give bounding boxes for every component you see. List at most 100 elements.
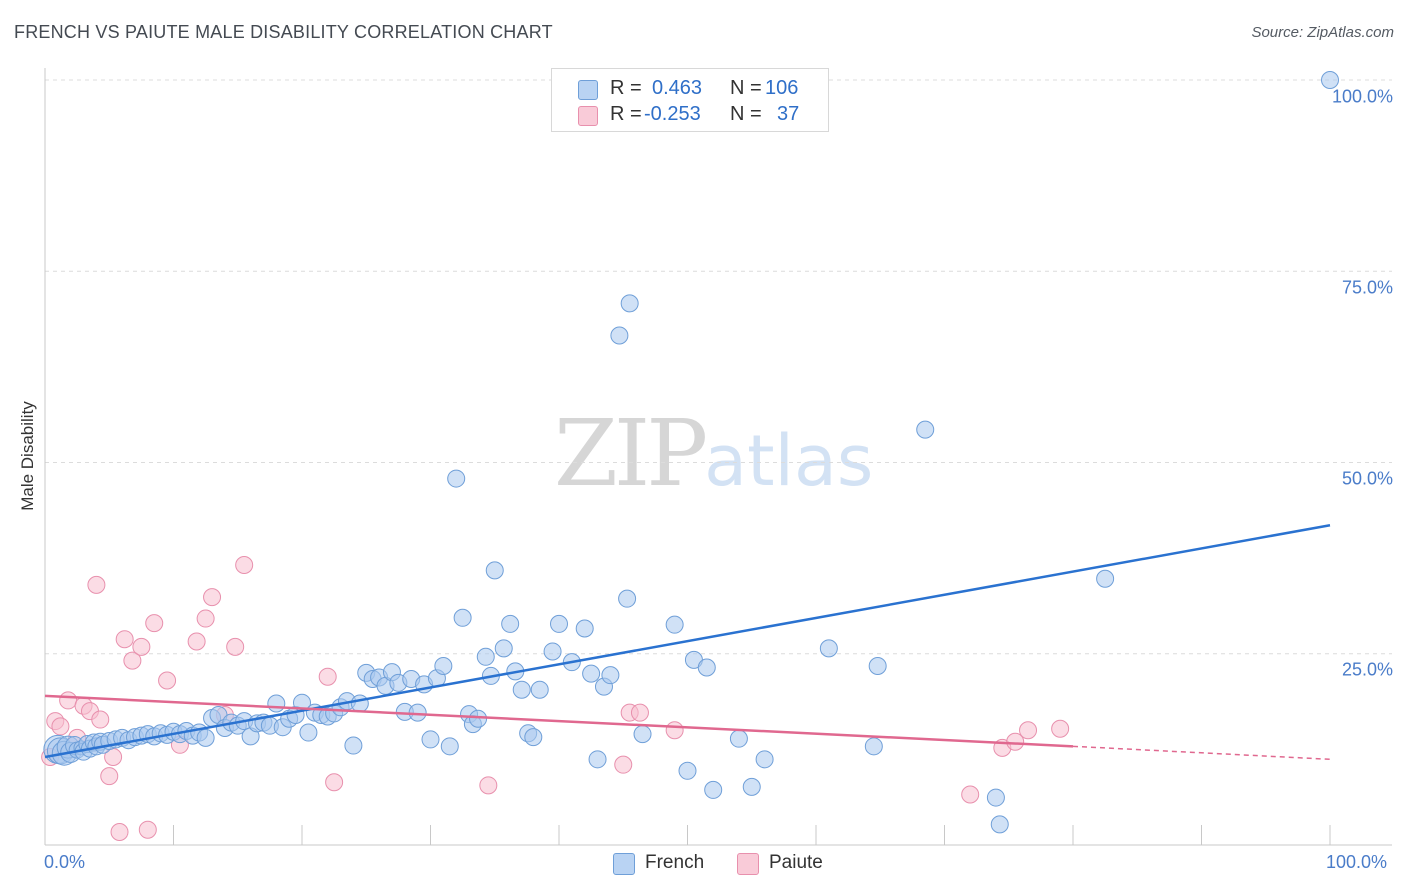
french-point — [469, 709, 488, 728]
legend-n-label: N = — [730, 103, 762, 125]
legend-n-value: 106 — [765, 77, 799, 99]
paiute-point — [1019, 721, 1038, 740]
paiute-point — [59, 691, 78, 710]
paiute-point — [110, 822, 129, 841]
french-point — [1096, 569, 1115, 588]
paiute-point — [196, 609, 215, 628]
legend-n-value: 37 — [777, 103, 800, 125]
source-label: Source: ZipAtlas.com — [1251, 24, 1394, 41]
paiute-point — [123, 651, 142, 670]
french-legend-label: French — [645, 852, 705, 873]
paiute-point — [1051, 719, 1070, 738]
paiute-point — [158, 671, 177, 690]
paiute-point — [187, 632, 206, 651]
french-point — [344, 736, 363, 755]
paiute-trend-extension — [1072, 745, 1331, 761]
french-point — [986, 788, 1005, 807]
paiute-point — [115, 630, 134, 649]
french-point — [665, 615, 684, 634]
y-tick-label: 75.0% — [1341, 277, 1393, 298]
stats-legend: R = 0.463 N = 106 R = -0.253 N = 37 — [551, 68, 829, 132]
paiute-point — [318, 667, 337, 686]
french-point — [601, 666, 620, 685]
y-tick-label: 50.0% — [1341, 468, 1393, 489]
french-point — [990, 815, 1009, 834]
y-tick-label: 100.0% — [1331, 86, 1393, 107]
watermark-zip: ZIP — [554, 400, 708, 507]
french-point — [485, 561, 504, 580]
paiute-point — [614, 755, 633, 774]
legend-r-label: R = — [610, 77, 642, 99]
french-point — [1321, 71, 1339, 89]
french-point — [421, 730, 440, 749]
french-point — [440, 737, 459, 756]
french-point — [704, 780, 723, 799]
french-point — [582, 664, 601, 683]
french-point — [868, 656, 887, 675]
french-point — [299, 723, 318, 742]
trend-layer — [44, 523, 1331, 761]
french-point — [575, 619, 594, 638]
legend-r-value: -0.253 — [644, 103, 701, 125]
paiute-point — [665, 721, 684, 740]
french-point — [819, 639, 838, 658]
french-point — [697, 658, 716, 677]
french-point — [742, 777, 761, 796]
french-point — [610, 326, 629, 345]
french-point — [350, 694, 369, 713]
paiute-point — [145, 614, 164, 633]
french-point — [267, 694, 286, 713]
paiute-legend-label: Paiute — [769, 852, 823, 873]
legend-r-label: R = — [610, 103, 642, 125]
french-trend-line — [44, 523, 1331, 759]
french-point — [864, 737, 883, 756]
paiute-legend-swatch — [737, 853, 759, 875]
french-point — [678, 761, 697, 780]
paiute-swatch — [578, 106, 598, 126]
french-point — [530, 680, 549, 699]
watermark-atlas: atlas — [704, 420, 874, 502]
axis-layer — [44, 68, 1392, 846]
chart-title: FRENCH VS PAIUTE MALE DISABILITY CORRELA… — [14, 22, 553, 42]
french-point — [524, 728, 543, 747]
paiute-point — [138, 820, 157, 839]
paiute-point — [1006, 732, 1025, 751]
french-point — [729, 729, 748, 748]
french-series — [43, 71, 1339, 834]
french-point — [755, 750, 774, 769]
french-point — [476, 647, 495, 666]
paiute-trend-line — [44, 694, 1074, 748]
paiute-point — [91, 710, 110, 729]
legend-r-value: 0.463 — [652, 77, 703, 99]
paiute-point — [630, 703, 649, 722]
french-point — [916, 420, 935, 439]
french-legend-swatch — [613, 853, 635, 875]
paiute-point — [87, 575, 106, 594]
french-point — [588, 750, 607, 769]
y-axis-label: Male Disability — [18, 401, 37, 511]
legend-n-label: N = — [730, 77, 762, 99]
french-point — [633, 725, 652, 744]
paiute-point — [100, 767, 119, 786]
french-point — [434, 656, 453, 675]
paiute-point — [325, 773, 344, 792]
french-point — [453, 608, 472, 627]
watermark: ZIPatlas — [554, 400, 873, 507]
paiute-point — [132, 637, 151, 656]
french-point — [618, 589, 637, 608]
paiute-point — [961, 785, 980, 804]
french-point — [512, 680, 531, 699]
paiute-point — [479, 776, 498, 795]
french-point — [196, 728, 215, 747]
x-tick-label: 100.0% — [1326, 852, 1388, 872]
french-point — [494, 639, 513, 658]
french-point — [620, 294, 639, 313]
french-point — [447, 469, 466, 488]
french-point — [543, 642, 562, 661]
paiute-point — [235, 556, 254, 575]
french-point — [501, 614, 520, 633]
french-point — [550, 614, 568, 633]
paiute-point — [226, 637, 245, 656]
y-tick-label: 25.0% — [1341, 659, 1393, 680]
